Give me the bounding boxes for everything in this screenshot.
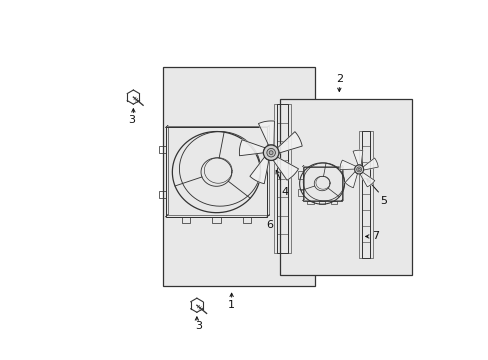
Text: 4: 4	[281, 186, 288, 197]
Text: 5: 5	[380, 196, 386, 206]
Bar	[277, 104, 287, 253]
Bar	[165, 127, 266, 217]
Bar	[361, 131, 369, 258]
Bar	[212, 217, 220, 223]
Polygon shape	[273, 157, 298, 180]
Bar	[358, 131, 361, 258]
Text: 3: 3	[195, 321, 202, 332]
Circle shape	[354, 165, 363, 174]
Circle shape	[266, 148, 275, 157]
Bar	[303, 166, 342, 199]
Polygon shape	[258, 121, 274, 145]
Bar	[297, 171, 302, 179]
Polygon shape	[249, 157, 268, 184]
Circle shape	[356, 167, 361, 172]
Circle shape	[357, 168, 360, 171]
Bar	[242, 217, 251, 223]
Text: 1: 1	[228, 300, 235, 310]
Polygon shape	[345, 171, 357, 188]
Polygon shape	[277, 132, 302, 153]
Polygon shape	[339, 160, 355, 170]
Circle shape	[269, 151, 272, 155]
Bar	[274, 104, 277, 253]
Polygon shape	[359, 172, 374, 187]
Bar	[287, 104, 290, 253]
Bar	[318, 201, 325, 204]
Bar	[159, 191, 165, 198]
Bar	[330, 201, 336, 204]
Bar	[279, 99, 411, 275]
Bar	[306, 201, 313, 204]
Bar	[159, 146, 165, 153]
Text: 2: 2	[335, 75, 342, 85]
Text: 7: 7	[371, 231, 379, 242]
Text: 3: 3	[128, 115, 135, 125]
Bar	[167, 126, 269, 215]
Bar	[297, 189, 302, 195]
Bar	[302, 167, 341, 201]
Bar	[163, 67, 314, 286]
Circle shape	[263, 145, 278, 161]
Polygon shape	[239, 140, 264, 156]
Polygon shape	[352, 150, 362, 165]
Bar	[182, 217, 190, 223]
Polygon shape	[362, 158, 377, 170]
Text: 6: 6	[266, 220, 273, 230]
Bar	[369, 131, 372, 258]
